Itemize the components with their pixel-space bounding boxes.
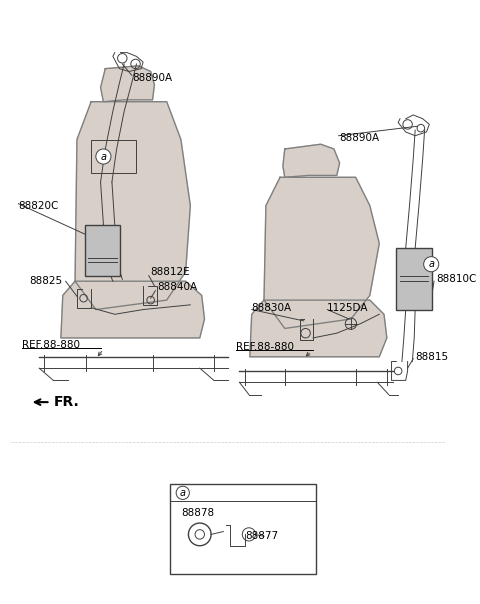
Text: FR.: FR.	[53, 395, 79, 409]
Text: 88890A: 88890A	[339, 133, 380, 143]
Text: 88840A: 88840A	[157, 282, 197, 292]
Polygon shape	[283, 144, 339, 178]
Polygon shape	[264, 178, 379, 329]
Bar	[169, 484, 316, 574]
Bar	[396, 248, 432, 310]
Text: REF.88-880: REF.88-880	[22, 341, 80, 350]
Text: a: a	[100, 152, 107, 161]
Polygon shape	[250, 300, 387, 357]
Text: REF.88-880: REF.88-880	[236, 342, 294, 352]
Text: 88877: 88877	[245, 532, 278, 541]
Circle shape	[96, 149, 111, 164]
Polygon shape	[101, 66, 155, 101]
Text: 88812E: 88812E	[151, 267, 190, 277]
Text: 88815: 88815	[415, 352, 448, 362]
Text: 88890A: 88890A	[132, 73, 172, 83]
Bar	[84, 225, 120, 277]
Bar	[91, 140, 136, 173]
Circle shape	[176, 486, 190, 500]
Text: 88830A: 88830A	[252, 303, 292, 313]
Circle shape	[424, 257, 439, 272]
Text: 88820C: 88820C	[18, 201, 59, 211]
Polygon shape	[61, 281, 204, 338]
Polygon shape	[75, 101, 191, 310]
Text: 1125DA: 1125DA	[327, 303, 369, 313]
Text: a: a	[180, 488, 186, 498]
Text: 88810C: 88810C	[436, 274, 476, 284]
Text: a: a	[428, 259, 434, 269]
Text: 88878: 88878	[181, 508, 214, 518]
Text: 88825: 88825	[30, 276, 63, 286]
